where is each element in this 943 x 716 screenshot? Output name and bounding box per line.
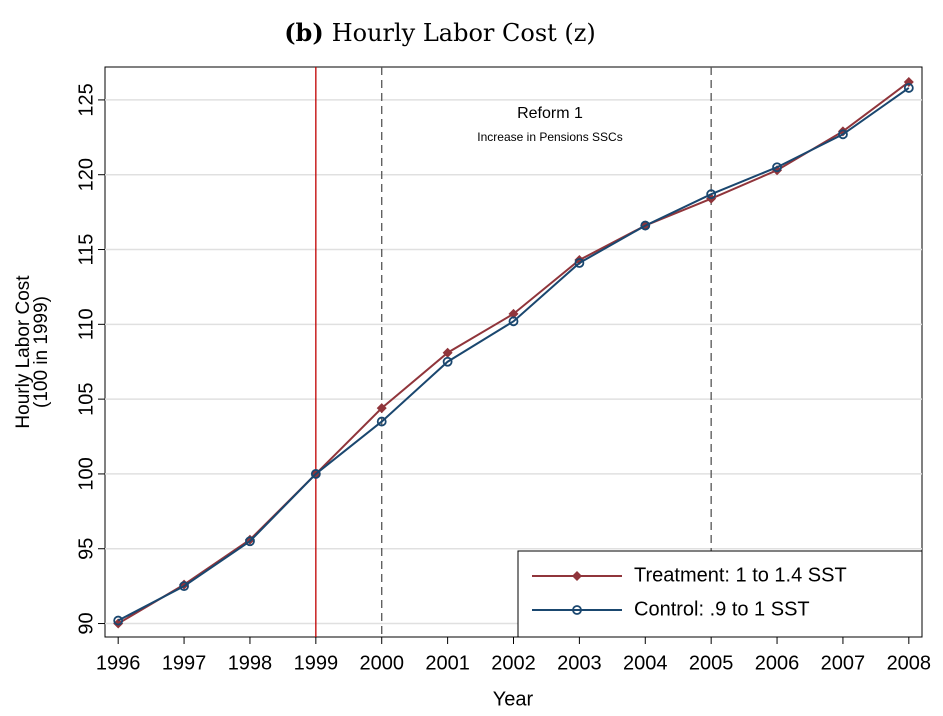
marker bbox=[245, 536, 255, 547]
x-tick-label: 1996 bbox=[96, 652, 141, 674]
title-text: Hourly Labor Cost (z) bbox=[332, 19, 596, 47]
x-tick-label: 2008 bbox=[887, 652, 932, 674]
legend-label: Treatment: 1 to 1.4 SST bbox=[634, 564, 847, 586]
marker bbox=[903, 83, 914, 93]
y-tick-label: 120 bbox=[75, 158, 97, 191]
marker bbox=[640, 220, 651, 231]
marker bbox=[837, 126, 848, 137]
marker bbox=[310, 469, 321, 479]
y-axis-label: Hourly Labor Cost (100 in 1999) bbox=[13, 275, 52, 429]
x-tick-label: 2002 bbox=[491, 652, 536, 674]
series-line bbox=[117, 87, 910, 622]
marker bbox=[508, 316, 519, 327]
x-tick-label: 2004 bbox=[623, 652, 668, 674]
marker bbox=[838, 129, 848, 140]
series-line bbox=[117, 81, 910, 625]
y-tick-label: 90 bbox=[75, 612, 97, 634]
x-tick-label: 1997 bbox=[162, 652, 207, 674]
marker bbox=[706, 189, 717, 200]
annotation: Reform 1 bbox=[517, 105, 583, 122]
marker bbox=[113, 618, 124, 629]
x-tick-label: 2003 bbox=[557, 652, 602, 674]
y-tick-label: 115 bbox=[75, 234, 97, 266]
x-tick-label: 2001 bbox=[425, 652, 470, 674]
x-tick-label: 2005 bbox=[689, 652, 734, 674]
annotation: Increase in Pensions SSCs bbox=[477, 130, 622, 144]
legend-box bbox=[517, 550, 923, 638]
marker bbox=[376, 416, 387, 427]
x-axis-label: Year bbox=[493, 688, 534, 710]
x-tick-label: 1999 bbox=[294, 652, 339, 674]
y-tick-label: 100 bbox=[75, 457, 97, 490]
marker bbox=[442, 347, 453, 358]
x-tick-label: 2006 bbox=[755, 652, 800, 674]
marker bbox=[113, 615, 124, 626]
legend-label: Control: .9 to 1 SST bbox=[634, 598, 810, 620]
marker bbox=[508, 308, 519, 319]
marker bbox=[574, 258, 585, 268]
y-tick-label: 110 bbox=[75, 308, 97, 340]
x-tick-label: 1998 bbox=[228, 652, 273, 674]
y-axis-label-line: (100 in 1999) bbox=[31, 296, 52, 408]
marker bbox=[442, 356, 453, 367]
marker bbox=[772, 162, 782, 173]
x-tick-label: 2000 bbox=[359, 652, 404, 674]
y-axis-label-line: Hourly Labor Cost bbox=[13, 275, 34, 429]
y-tick-label: 125 bbox=[75, 83, 97, 116]
marker bbox=[572, 571, 582, 581]
marker bbox=[572, 605, 582, 615]
y-tick-label: 95 bbox=[75, 538, 97, 560]
y-tick-label: 105 bbox=[75, 382, 97, 415]
legend: Treatment: 1 to 1.4 SST Control: .9 to 1 … bbox=[517, 550, 923, 638]
title-prefix: (b) bbox=[284, 18, 324, 47]
x-tick-label: 2007 bbox=[821, 652, 866, 674]
chart-title: (b) Hourly Labor Cost (z) bbox=[284, 18, 596, 47]
marker bbox=[376, 403, 387, 414]
marker bbox=[179, 581, 189, 592]
